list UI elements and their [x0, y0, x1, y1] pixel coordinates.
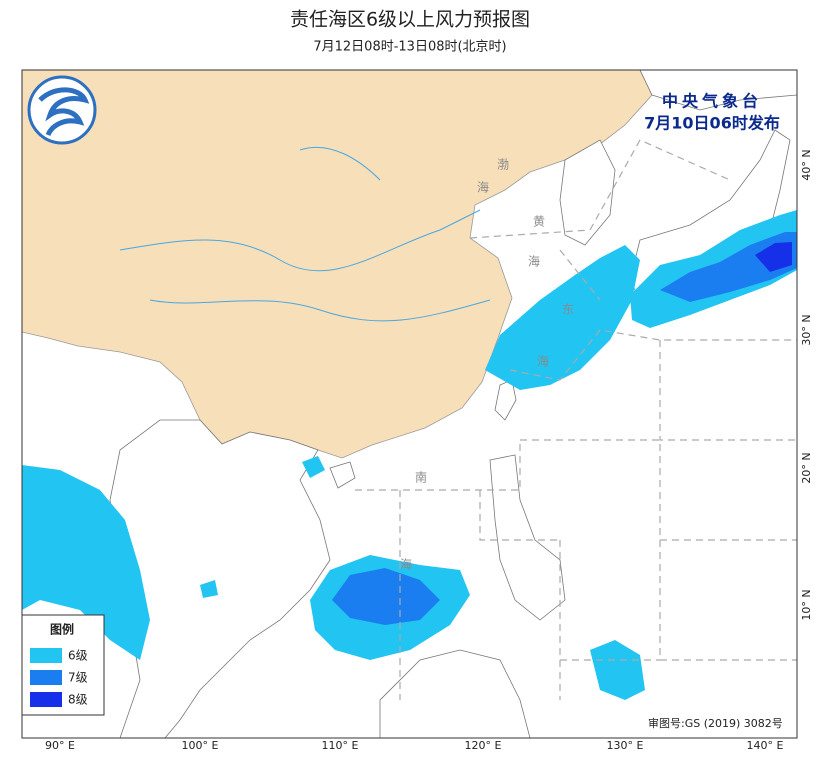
lon-label: 100° E: [182, 739, 219, 752]
lon-label: 110° E: [322, 739, 359, 752]
sea-label: 黄: [533, 215, 545, 229]
legend-title: 图例: [50, 622, 74, 637]
borneo: [379, 649, 531, 738]
legend-swatch: [30, 692, 62, 707]
philippines: [489, 454, 566, 621]
korea: [559, 139, 616, 246]
lon-label: 140° E: [747, 739, 784, 752]
sea-label: 渤: [497, 158, 509, 172]
lat-label: 20° N: [800, 452, 813, 483]
legend-swatch: [30, 670, 62, 685]
sea-label: 东: [562, 303, 574, 317]
wind-area: [200, 580, 218, 598]
legend-label: 7级: [68, 671, 88, 685]
issuer-name: 中央气象台: [662, 92, 762, 111]
lon-label: 130° E: [607, 739, 644, 752]
wind-area: [755, 242, 792, 272]
river: [149, 299, 491, 322]
sea-label: 海: [400, 557, 412, 572]
river: [119, 209, 481, 272]
sea-label: 海: [537, 354, 549, 369]
lat-label: 30° N: [800, 314, 813, 345]
wind-area: [590, 640, 645, 700]
area-boundary: [355, 139, 797, 700]
russia-coast: [639, 70, 797, 111]
sea-label: 南: [415, 470, 427, 485]
logo: [27, 75, 97, 145]
issue-time: 7月10日06时发布: [644, 114, 780, 133]
frame: [21, 69, 798, 739]
wind-area: [302, 456, 325, 478]
map-body: 渤 海 黄 海 东 海 南 海: [22, 70, 797, 738]
lon-label: 120° E: [465, 739, 502, 752]
wind-area: [332, 568, 440, 625]
legend-swatch: [30, 648, 62, 663]
wind-area: [485, 245, 640, 390]
legend-label: 6级: [68, 649, 88, 663]
lon-label: 90° E: [45, 739, 75, 752]
legend-label: 8级: [68, 693, 88, 707]
approval: 审图号:GS (2019) 3082号: [648, 716, 783, 730]
river: [299, 146, 381, 181]
wind-area: [22, 465, 150, 660]
hainan: [329, 461, 356, 489]
wind-areas: [22, 210, 797, 700]
lat-label: 40° N: [800, 149, 813, 180]
sea-label: 海: [528, 254, 540, 269]
lat-label: 10° N: [800, 589, 813, 620]
subtitle: 7月12日08时-13日08时(北京时): [313, 40, 506, 55]
wind-area: [660, 232, 797, 302]
legend: 图例 6级 7级 8级: [21, 614, 105, 716]
title: 责任海区6级以上风力预报图: [290, 9, 530, 31]
sea-label: 海: [477, 180, 489, 195]
